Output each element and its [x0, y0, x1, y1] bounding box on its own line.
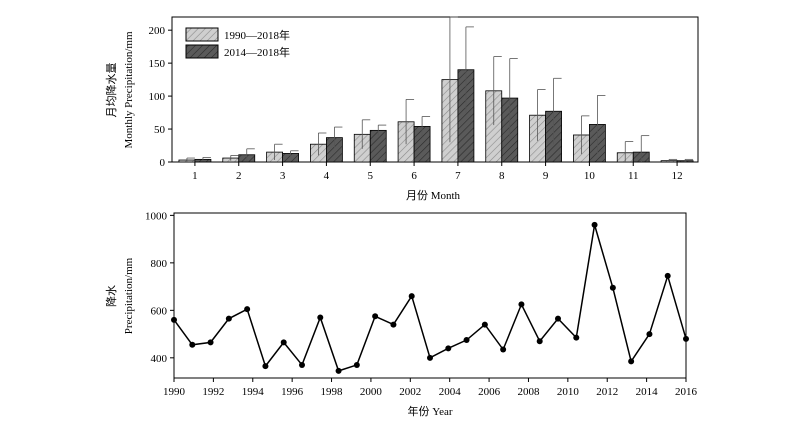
data-point: [353, 361, 360, 368]
data-point: [445, 345, 452, 352]
bar-chart-ylabel-en: Monthly Precipitation/mm: [123, 31, 135, 148]
line-x-tick-label: 1994: [242, 386, 265, 398]
line-x-tick-label: 2016: [675, 386, 698, 398]
bar-y-tick-label: 50: [154, 124, 166, 136]
data-point: [390, 321, 397, 328]
data-point: [171, 316, 177, 323]
data-point: [244, 306, 251, 313]
line-chart-ylabel-cn: 降水: [104, 285, 118, 307]
line-y-tick-label: 1000: [145, 210, 168, 222]
bar-chart-legend: 1990—2018年 2014—2018年: [185, 27, 290, 59]
bar-y-tick-label: 0: [160, 157, 166, 169]
data-point: [481, 321, 488, 328]
bar-y-tick-label: 150: [149, 58, 166, 70]
line-x-tick-label: 2000: [360, 386, 383, 398]
annual-line-chart: 400 600 800 1000 1990 1992 1994 1996 1998 2000 20…: [104, 210, 698, 418]
line-x-tick-label: 2004: [439, 386, 462, 398]
line-y-tick-label: 400: [151, 353, 168, 365]
data-point: [646, 331, 653, 338]
bar-x-tick-label: 12: [672, 170, 683, 182]
bar-x-tick-label: 1: [192, 170, 198, 182]
data-point: [225, 315, 232, 322]
bar-x-tick-label: 7: [455, 170, 461, 182]
bar-chart-ylabel-cn: 月均降水量: [104, 63, 118, 118]
legend-label-2014-2018: 2014—2018年: [224, 45, 290, 59]
bar-x-tick-label: 3: [280, 170, 286, 182]
data-point: [408, 293, 415, 300]
bar-y-tick-label: 200: [149, 25, 166, 37]
bar-x-tick-label: 2: [236, 170, 242, 182]
data-point: [335, 367, 342, 374]
bar-x-tick-label: 6: [411, 170, 417, 182]
legend-label-1990-2018: 1990—2018年: [224, 28, 290, 42]
data-point: [427, 354, 433, 361]
line-x-tick-label: 2002: [399, 386, 421, 398]
line-y-tick-label: 800: [151, 258, 168, 270]
data-point: [518, 301, 525, 308]
data-point: [591, 221, 598, 228]
data-point: [500, 346, 507, 353]
data-point: [683, 335, 689, 342]
data-point: [573, 334, 580, 341]
bar-x-tick-label: 4: [324, 170, 330, 182]
data-point: [664, 272, 671, 279]
line-chart-xlabel: 年份 Year: [407, 404, 452, 418]
line-x-tick-label: 2012: [596, 386, 618, 398]
bar-chart-xlabel: 月份 Month: [406, 189, 461, 202]
data-point: [189, 341, 196, 348]
line-chart-ylabel-en: Precipitation/mm: [123, 257, 135, 334]
data-point: [372, 313, 379, 320]
precipitation-series-line: [173, 224, 687, 372]
data-point: [299, 361, 305, 368]
bar-x-tick-label: 8: [499, 170, 505, 182]
legend-swatch-1990-2018: [185, 27, 219, 42]
data-point: [555, 315, 561, 322]
data-point: [628, 358, 635, 365]
data-point: [463, 337, 470, 344]
line-chart-frame: [173, 212, 687, 379]
line-x-tick-label: 2008: [517, 386, 540, 398]
line-x-tick-label: 1996: [281, 386, 304, 398]
data-point: [317, 314, 324, 321]
data-point: [262, 363, 269, 370]
bar-y-tick-label: 100: [149, 91, 166, 103]
bar-chart-frame: [171, 16, 699, 163]
bar-x-tick-label: 5: [368, 170, 374, 182]
line-x-tick-label: 1990: [163, 386, 186, 398]
data-point: [536, 338, 543, 345]
bar-x-tick-label: 11: [628, 170, 639, 182]
data-point: [609, 284, 616, 291]
data-point: [280, 339, 287, 346]
line-x-tick-label: 1998: [321, 386, 344, 398]
bar-x-tick-label: 9: [543, 170, 549, 182]
line-y-tick-label: 600: [151, 305, 168, 317]
line-x-tick-label: 2014: [636, 386, 659, 398]
line-x-tick-label: 2006: [478, 386, 501, 398]
data-point: [207, 339, 214, 346]
line-x-tick-label: 1992: [202, 386, 224, 398]
bar-x-tick-label: 10: [584, 170, 596, 182]
legend-swatch-2014-2018: [185, 44, 219, 59]
line-x-tick-label: 2010: [557, 386, 580, 398]
